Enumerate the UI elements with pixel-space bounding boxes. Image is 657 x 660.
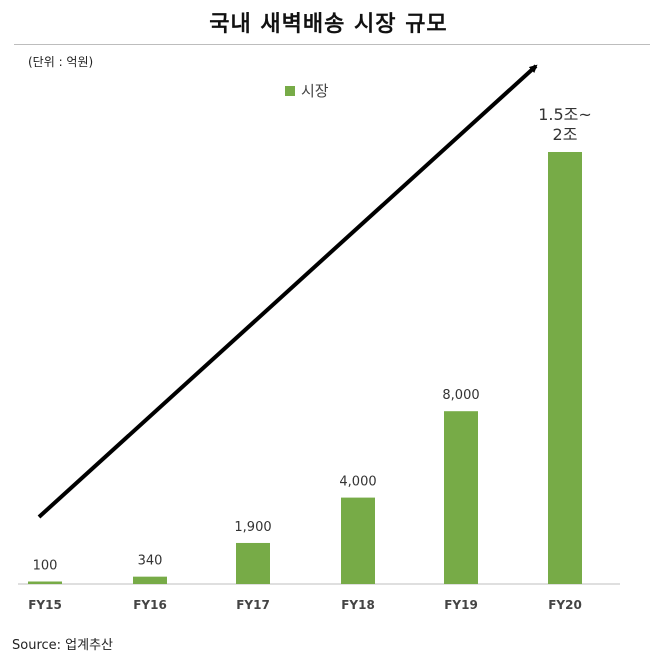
x-tick-label: FY20 xyxy=(548,598,582,612)
x-tick-label: FY16 xyxy=(133,598,167,612)
bar-fy19 xyxy=(444,411,478,584)
title-divider xyxy=(14,44,650,45)
source-note: Source: 업계추산 xyxy=(12,638,114,653)
bar-chart: FY15 100 FY16 340 FY17 1,900 FY18 4,000 FY19 8,00… xyxy=(18,64,620,612)
chart-title: 국내 새벽배송 시장 규모 xyxy=(209,12,448,37)
data-label: 1.5조~ xyxy=(538,105,592,124)
data-label: 4,000 xyxy=(339,475,376,490)
unit-note: (단위 : 억원) xyxy=(28,55,94,69)
data-label: 340 xyxy=(138,554,163,569)
bar-fy16 xyxy=(133,576,167,584)
legend-label: 시장 xyxy=(301,82,329,100)
data-label: 100 xyxy=(33,559,58,574)
legend: 시장 xyxy=(285,80,329,101)
bar-fy17 xyxy=(236,542,270,584)
data-label: 1,900 xyxy=(234,520,271,535)
x-tick-label: FY19 xyxy=(444,598,478,612)
trend-arrow xyxy=(37,64,538,519)
bar-fy15 xyxy=(28,581,62,584)
data-label: 8,000 xyxy=(442,388,479,403)
x-tick-label: FY17 xyxy=(236,598,270,612)
bar-fy20 xyxy=(548,152,582,584)
data-label: 2조 xyxy=(553,125,578,144)
x-tick-label: FY18 xyxy=(341,598,375,612)
bar-fy18 xyxy=(341,497,375,584)
legend-swatch xyxy=(285,85,295,96)
x-tick-label: FY15 xyxy=(28,598,62,612)
